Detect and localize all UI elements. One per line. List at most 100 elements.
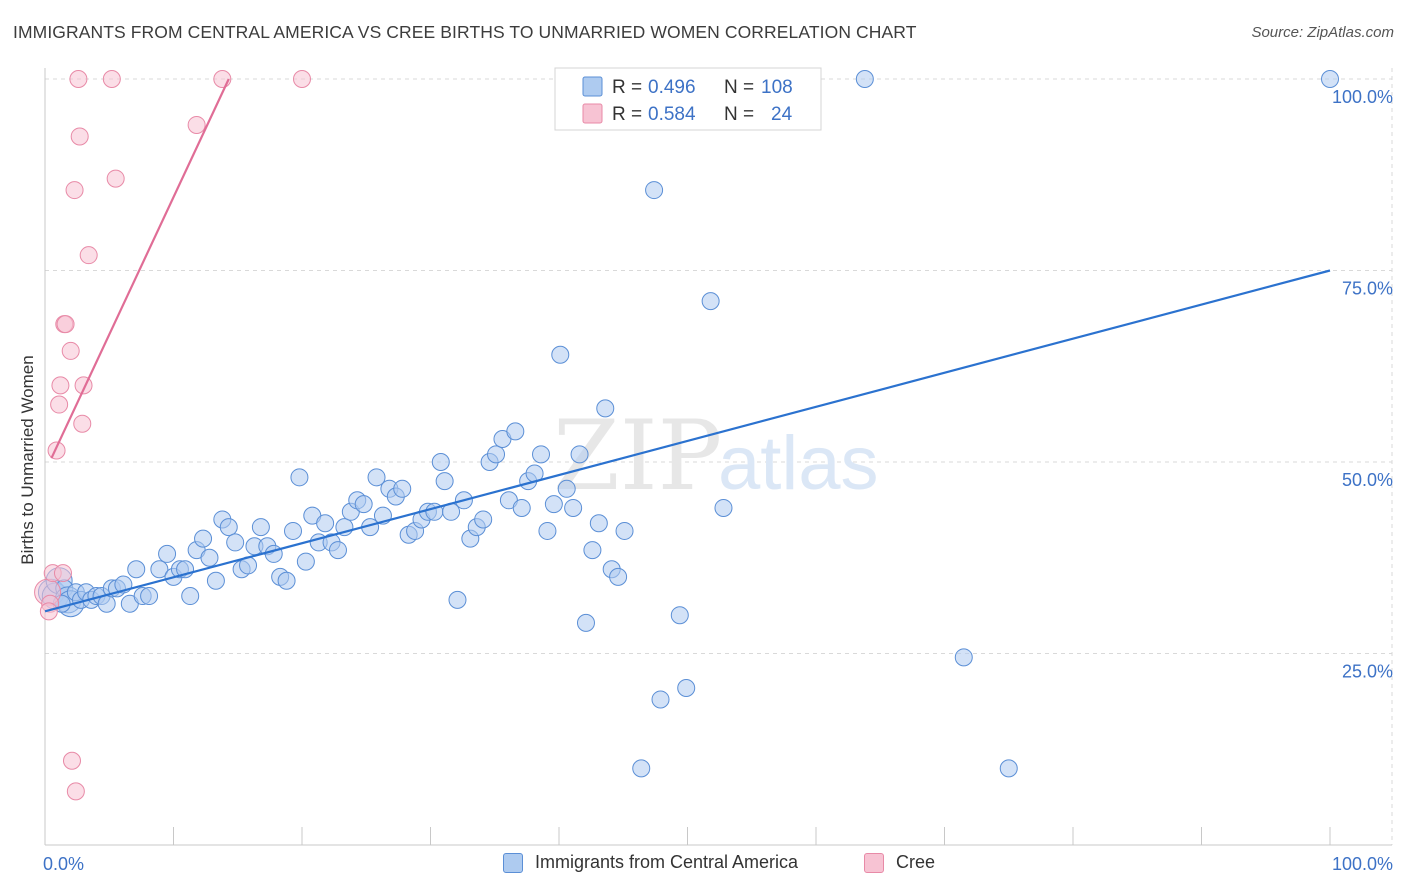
data-point-blue xyxy=(564,498,583,517)
x-tick-label: 100.0% xyxy=(1332,854,1393,874)
data-point-blue xyxy=(1321,70,1339,88)
legend-swatch-pink xyxy=(582,103,603,124)
data-point-blue xyxy=(651,690,670,709)
data-point-pink xyxy=(65,181,84,200)
data-point-blue xyxy=(609,567,628,586)
data-point-blue xyxy=(158,544,177,563)
data-point-blue xyxy=(200,548,219,567)
data-point-blue xyxy=(532,445,551,464)
data-point-blue xyxy=(127,560,146,579)
legend-n-value: 24 xyxy=(771,104,793,125)
data-point-pink xyxy=(61,341,80,360)
data-point-blue xyxy=(855,70,874,88)
data-point-blue xyxy=(596,399,615,418)
data-point-blue xyxy=(557,479,576,498)
data-point-blue xyxy=(701,292,720,311)
legend-box: R = 0.496 N = 108 R = 0.584 N = 24 xyxy=(554,67,822,131)
bottom-legend: Immigrants from Central America Cree xyxy=(0,852,1406,878)
source-label: Source: ZipAtlas.com xyxy=(1251,24,1394,41)
legend-swatch-blue xyxy=(582,76,603,97)
data-point-blue xyxy=(645,181,664,200)
data-point-blue xyxy=(219,518,238,537)
data-point-blue xyxy=(435,472,454,491)
data-point-blue xyxy=(670,606,689,625)
data-point-blue xyxy=(677,678,696,697)
data-point-blue xyxy=(570,445,589,464)
legend-n-label: N = xyxy=(724,77,754,98)
legend-label: Immigrants from Central America xyxy=(535,852,799,872)
data-point-blue xyxy=(714,498,733,517)
data-point-blue xyxy=(367,468,386,487)
data-point-blue xyxy=(589,514,608,533)
data-point-blue xyxy=(474,510,493,529)
data-point-blue xyxy=(97,594,116,613)
data-point-pink xyxy=(106,169,125,188)
data-point-blue xyxy=(506,422,525,441)
data-point-pink xyxy=(47,441,66,460)
legend-r-label: R = xyxy=(612,104,642,125)
y-tick-label: 25.0% xyxy=(1342,662,1393,682)
data-point-blue xyxy=(487,445,506,464)
grid-layer xyxy=(45,68,1393,845)
data-point-blue xyxy=(181,587,200,606)
data-point-pink xyxy=(70,127,89,146)
x-tick-label: 0.0% xyxy=(43,854,84,874)
legend-r-value: 0.584 xyxy=(648,104,696,125)
data-point-blue xyxy=(194,529,213,548)
data-point-blue xyxy=(206,571,225,590)
data-point-blue xyxy=(316,514,335,533)
y-tick-label: 100.0% xyxy=(1332,87,1393,107)
trend-line-blue xyxy=(44,269,1331,613)
data-point-blue xyxy=(251,518,270,537)
data-point-blue xyxy=(140,587,159,606)
data-point-blue xyxy=(296,552,315,571)
data-point-blue xyxy=(999,759,1018,778)
legend-item-cree[interactable]: Cree xyxy=(864,852,935,873)
data-point-blue xyxy=(264,544,283,563)
legend-n-label: N = xyxy=(724,104,754,125)
tick-label-layer: 25.0% 50.0% 75.0% 100.0% 0.0% 100.0% xyxy=(43,87,1393,874)
data-point-pink xyxy=(51,376,70,395)
data-point-blue xyxy=(277,571,296,590)
data-point-blue xyxy=(284,521,303,540)
data-point-blue xyxy=(448,590,467,609)
data-point-blue xyxy=(226,533,245,552)
y-tick-label: 75.0% xyxy=(1342,279,1393,299)
data-point-pink xyxy=(50,395,69,414)
data-point-blue xyxy=(576,613,595,632)
legend-swatch-pink xyxy=(864,852,884,873)
axes-layer xyxy=(44,68,1392,846)
data-point-blue xyxy=(328,541,347,560)
data-point-blue xyxy=(538,521,557,540)
data-point-blue xyxy=(544,495,563,514)
data-point-blue xyxy=(615,521,634,540)
data-point-pink xyxy=(53,564,72,583)
data-point-blue xyxy=(431,453,450,471)
data-point-pink xyxy=(69,70,88,88)
data-point-pink xyxy=(79,246,98,265)
data-point-pink xyxy=(73,414,92,433)
data-point-blue xyxy=(954,648,973,667)
legend-r-value: 0.496 xyxy=(648,77,696,98)
data-point-pink xyxy=(102,70,121,88)
data-point-pink xyxy=(62,751,81,770)
data-point-pink xyxy=(56,315,75,334)
data-point-blue xyxy=(512,498,531,517)
trend-layer xyxy=(44,78,1331,613)
watermark: ZIP atlas xyxy=(553,400,879,512)
data-point-pink xyxy=(293,70,311,88)
data-point-blue xyxy=(290,468,309,487)
data-point-pink xyxy=(66,782,85,801)
legend-swatch-blue xyxy=(503,852,523,873)
data-point-blue xyxy=(551,345,570,364)
data-point-blue xyxy=(150,560,169,579)
legend-r-label: R = xyxy=(612,77,642,98)
legend-label: Cree xyxy=(896,852,936,872)
data-point-blue xyxy=(632,759,651,778)
chart-title: IMMIGRANTS FROM CENTRAL AMERICA VS CREE … xyxy=(13,22,917,42)
trend-line-pink xyxy=(50,78,230,459)
legend-item-central-america[interactable]: Immigrants from Central America xyxy=(503,852,798,873)
legend-n-value: 108 xyxy=(761,77,793,98)
data-point-blue xyxy=(393,479,412,498)
